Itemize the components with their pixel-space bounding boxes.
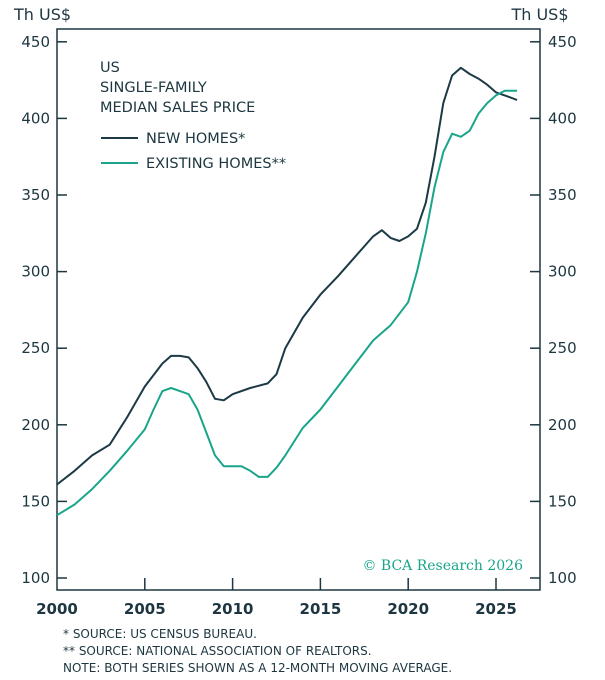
chart-title-line-3: MEDIAN SALES PRICE xyxy=(100,100,255,116)
y-tick-label-right: 250 xyxy=(548,339,577,357)
y-tick-label-left: 300 xyxy=(21,263,50,281)
y-tick-label-right: 150 xyxy=(548,492,577,510)
legend-label-existing-homes: EXISTING HOMES** xyxy=(146,156,286,172)
x-tick-label: 2020 xyxy=(387,600,429,618)
y-tick-label-left: 200 xyxy=(21,416,50,434)
y-tick-label-right: 100 xyxy=(548,569,577,587)
y-tick-label-left: 350 xyxy=(21,186,50,204)
x-tick-label: 2025 xyxy=(475,600,517,618)
footnote-1: * SOURCE: US CENSUS BUREAU. xyxy=(63,627,257,641)
x-tick-label: 2015 xyxy=(300,600,342,618)
y-tick-label-right: 450 xyxy=(548,33,577,51)
chart-title-line-2: SINGLE-FAMILY xyxy=(100,80,207,96)
y-tick-label-right: 200 xyxy=(548,416,577,434)
y-tick-label-left: 150 xyxy=(21,492,50,510)
x-tick-label: 2010 xyxy=(212,600,254,618)
x-tick-label: 2005 xyxy=(124,600,166,618)
chart-title-line-1: US xyxy=(100,60,120,76)
y-tick-label-left: 100 xyxy=(21,569,50,587)
y-tick-label-left: 250 xyxy=(21,339,50,357)
copyright: © BCA Research 2026 xyxy=(362,558,523,574)
y-tick-label-right: 300 xyxy=(548,263,577,281)
series-line-new-homes xyxy=(56,66,518,486)
legend-label-new-homes: NEW HOMES* xyxy=(146,131,245,147)
y-tick-label-left: 450 xyxy=(21,33,50,51)
y-axis-label-left: Th US$ xyxy=(13,5,71,24)
y-tick-label-right: 350 xyxy=(548,186,577,204)
y-tick-label-right: 400 xyxy=(548,109,577,127)
y-axis-label-right: Th US$ xyxy=(510,5,568,24)
y-tick-label-left: 400 xyxy=(21,109,50,127)
series-line-existing-homes xyxy=(56,89,518,517)
x-tick-label: 2000 xyxy=(36,600,78,618)
plot-frame xyxy=(56,28,541,591)
footnote-2: ** SOURCE: NATIONAL ASSOCIATION OF REALT… xyxy=(63,644,372,658)
footnote-note: NOTE: BOTH SERIES SHOWN AS A 12-MONTH MO… xyxy=(63,661,453,675)
